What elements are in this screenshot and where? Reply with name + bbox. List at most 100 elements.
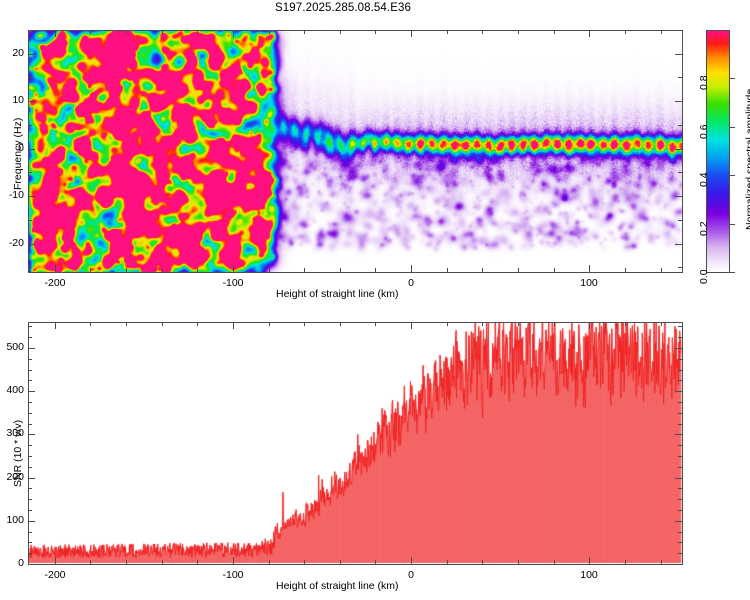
ytick-label: 500 [6,341,24,353]
xtick-minor [625,560,626,564]
xtick-minor [661,268,662,272]
xtick-minor [554,322,555,326]
xtick-minor [482,30,483,34]
xtick-minor [340,268,341,272]
ytick-minor [678,553,682,554]
ytick-minor [678,326,682,327]
figure-title: S197.2025.285.08.54.E36 [275,2,411,14]
colorbar-tick-label: 0.8 [698,75,710,91]
snr-panel [28,322,683,565]
xtick-minor [126,322,127,326]
ytick-minor [28,542,32,543]
spectrogram-canvas [29,31,682,272]
ytick-major [675,434,682,435]
xtick-minor [518,322,519,326]
xtick-minor [90,268,91,272]
xtick-label: 100 [580,277,598,289]
xtick-label: 0 [408,277,414,289]
xtick-minor [126,268,127,272]
xtick-label: -200 [44,277,66,289]
xtick-major [411,265,412,272]
xtick-major [411,322,412,329]
ytick-major [675,521,682,522]
xtick-label: -200 [44,569,66,581]
xtick-major [589,322,590,329]
ytick-minor [28,413,32,414]
xtick-minor [304,560,305,564]
xtick-major [55,557,56,564]
xtick-minor [197,268,198,272]
ytick-major [675,196,682,197]
xtick-minor [126,560,127,564]
colorbar-label: Normalized spectral amplitude [744,88,750,230]
ytick-minor [28,172,32,173]
ytick-label: -20 [8,237,24,249]
ytick-label: 100 [6,514,24,526]
ytick-major [28,244,35,245]
ytick-major [28,196,35,197]
ytick-minor [28,337,32,338]
ytick-minor [678,337,682,338]
ytick-major [675,391,682,392]
xtick-minor [340,30,341,34]
xtick-minor [625,322,626,326]
ytick-minor [28,370,32,371]
spectrogram-xaxis-label: Height of straight line (km) [276,288,399,300]
ytick-minor [678,542,682,543]
xtick-minor [269,30,270,34]
ytick-minor [678,413,682,414]
xtick-major [233,265,234,272]
xtick-minor [90,322,91,326]
colorbar-tick-label: 0.0 [698,269,710,284]
xtick-minor [375,322,376,326]
xtick-minor [162,322,163,326]
ytick-label: 0 [18,142,24,154]
xtick-minor [661,30,662,34]
ytick-label: 10 [12,94,24,106]
colorbar-tick [730,126,735,128]
xtick-minor [447,560,448,564]
snr-xaxis-label: Height of straight line (km) [276,580,399,592]
xtick-minor [447,268,448,272]
xtick-minor [90,30,91,34]
snr-canvas [29,323,682,564]
xtick-minor [197,30,198,34]
ytick-minor [28,77,32,78]
xtick-minor [482,560,483,564]
ytick-major [28,54,35,55]
xtick-minor [126,30,127,34]
ytick-minor [28,359,32,360]
colorbar-tick [730,78,735,80]
xtick-minor [518,560,519,564]
ytick-minor [678,267,682,268]
xtick-major [233,322,234,329]
xtick-minor [375,560,376,564]
xtick-minor [304,268,305,272]
xtick-major [55,30,56,37]
ytick-minor [678,467,682,468]
ytick-minor [28,445,32,446]
xtick-minor [304,322,305,326]
colorbar-gradient [707,31,729,272]
ytick-minor [678,488,682,489]
ytick-major [28,478,35,479]
ytick-minor [28,380,32,381]
xtick-minor [661,322,662,326]
xtick-minor [447,30,448,34]
ytick-major [28,521,35,522]
xtick-minor [304,30,305,34]
xtick-minor [518,30,519,34]
ytick-minor [28,456,32,457]
ytick-minor [678,402,682,403]
ytick-minor [678,380,682,381]
colorbar-tick [730,175,735,177]
ytick-minor [28,402,32,403]
xtick-minor [554,268,555,272]
ytick-minor [28,499,32,500]
xtick-minor [554,560,555,564]
xtick-label: 100 [580,569,598,581]
colorbar [706,30,730,273]
ytick-minor [28,424,32,425]
ytick-major [28,391,35,392]
ytick-minor [28,326,32,327]
